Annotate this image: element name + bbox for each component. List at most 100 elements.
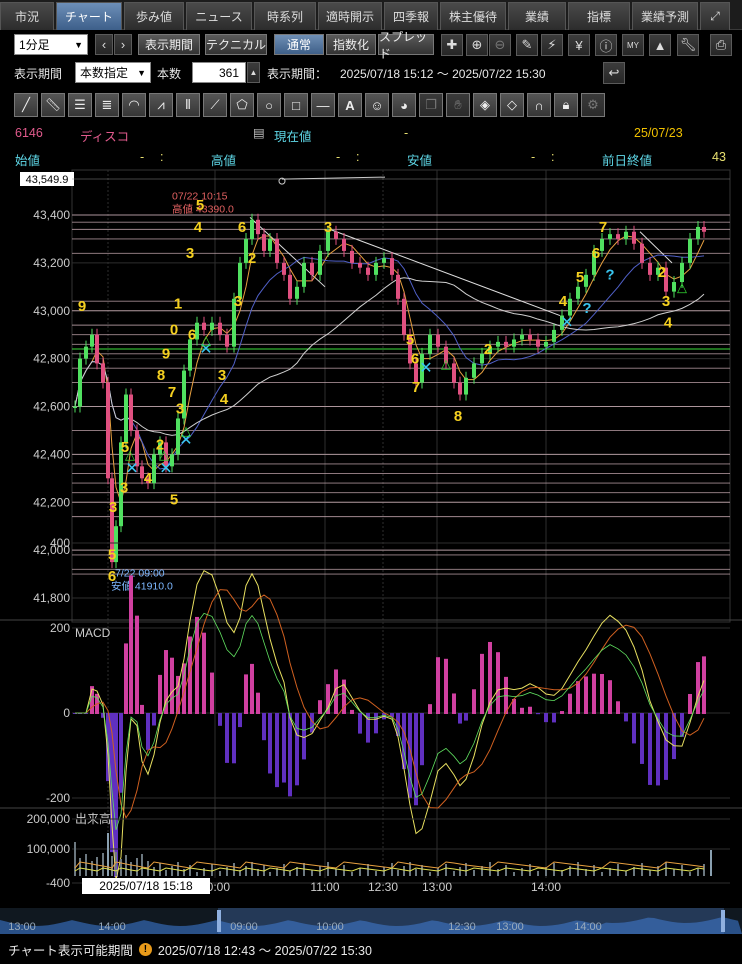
navigator-time-label: 10:00: [316, 921, 344, 933]
tab-8[interactable]: 業績: [508, 2, 566, 30]
count-input[interactable]: 361: [192, 62, 246, 83]
candle-body: [256, 219, 260, 235]
signal-chart-icon[interactable]: ⚡: [541, 34, 563, 56]
candle-body: [616, 234, 620, 239]
spread-button[interactable]: スプレッド: [378, 30, 434, 61]
macd-bar: [632, 713, 636, 744]
fan-tool-icon[interactable]: ⩘: [149, 93, 173, 117]
copy-icon[interactable]: ❐: [419, 93, 443, 117]
fibonacci-arc-icon[interactable]: ◠: [122, 93, 146, 117]
reset-icon[interactable]: ↩: [603, 62, 625, 84]
tab-4[interactable]: 時系列: [254, 2, 316, 30]
document-icon[interactable]: ▤: [253, 126, 265, 140]
interval-value: 1分足: [19, 38, 50, 52]
chart-canvas[interactable]: 43,400 43,200 43,000 42,800 42,600 42,400 42,2…: [0, 168, 742, 908]
candle-body: [608, 234, 612, 239]
eraser-all-icon[interactable]: ◇: [500, 93, 524, 117]
text-tool-icon[interactable]: A: [338, 93, 362, 117]
cursor-time-box: [82, 878, 210, 894]
yen-icon[interactable]: ¥: [568, 34, 590, 56]
info-icon[interactable]: ⓘ: [595, 34, 617, 56]
candle-body: [135, 430, 139, 467]
circle-icon[interactable]: ○: [257, 93, 281, 117]
navigator-canvas[interactable]: 13:00 14:00 09:00 10:00 12:30 13:00 14:00: [0, 908, 742, 934]
count-label: 3: [109, 499, 117, 516]
high-label: 高値: [211, 154, 237, 168]
count-label: 6: [238, 219, 246, 236]
candle-body: [496, 341, 500, 347]
macd-bar: [90, 686, 94, 714]
technical-button[interactable]: テクニカル: [205, 34, 267, 55]
zoom-out-icon[interactable]: ⊖: [489, 34, 511, 56]
tab-7[interactable]: 株主優待: [440, 2, 506, 30]
eraser-icon[interactable]: ◈: [473, 93, 497, 117]
print-icon[interactable]: ⎙: [710, 34, 732, 56]
index-button[interactable]: 指数化: [326, 34, 376, 55]
my-chart-icon[interactable]: MY: [622, 34, 644, 56]
tab-6[interactable]: 四季報: [384, 2, 438, 30]
period-mode-value: 本数指定: [80, 66, 129, 80]
zoom-in-icon[interactable]: ⊕: [466, 34, 488, 56]
chart-area[interactable]: 43,400 43,200 43,000 42,800 42,600 42,400 42,2…: [0, 168, 742, 908]
period-button[interactable]: 表示期間: [138, 34, 200, 55]
macd-bar: [568, 693, 572, 714]
lock-icon[interactable]: 🔒︎: [554, 93, 578, 117]
triangle-marker: △: [201, 333, 211, 348]
tab-10[interactable]: 業績予測: [632, 2, 698, 30]
low-value: -: [531, 150, 536, 164]
question-marker: ?: [605, 267, 614, 284]
price-tick-label: 42,200: [33, 495, 70, 509]
color-picker-icon[interactable]: ◕: [392, 93, 416, 117]
trend-anchor: [278, 177, 286, 185]
macd-bar: [402, 713, 406, 770]
high-annotation-label: 高値 43390.0: [172, 202, 234, 215]
line-tool-icon[interactable]: ╱: [14, 93, 38, 117]
macd-bar: [600, 673, 604, 714]
pencil-icon[interactable]: ✎: [516, 34, 538, 56]
toolbar-main: 1分足 ▼ ‹ › 表示期間 テクニカル 通常 指数化 スプレッド ✚ ⊕ ⊖ ✎…: [0, 30, 742, 61]
count-label: 0: [170, 322, 178, 339]
crosshair-icon[interactable]: ✚: [441, 34, 463, 56]
rectangle-icon[interactable]: □: [284, 93, 308, 117]
icon-stamp-icon[interactable]: ☺: [365, 93, 389, 117]
tab-0[interactable]: 市況: [0, 2, 54, 30]
hand-icon[interactable]: ✋︎: [446, 93, 470, 117]
vertical-lines-icon[interactable]: ⦀: [176, 93, 200, 117]
candle-body: [452, 363, 456, 383]
area-chart-icon[interactable]: ▲: [649, 34, 671, 56]
count-stepper[interactable]: ▲: [247, 62, 260, 83]
candle-body: [576, 286, 580, 299]
normal-button[interactable]: 通常: [274, 34, 324, 55]
time-navigator[interactable]: 13:00 14:00 09:00 10:00 12:30 13:00 14:00: [0, 908, 742, 934]
macd-tick-label: 0: [63, 706, 70, 720]
interval-select[interactable]: 1分足 ▼: [14, 34, 88, 55]
macd-tick-label: -200: [46, 791, 70, 805]
wrench-icon[interactable]: 🔧︎: [677, 34, 699, 56]
tab-1[interactable]: チャート: [56, 2, 122, 30]
candle-body: [110, 478, 114, 563]
ruler-tool-icon[interactable]: 📏︎: [41, 93, 65, 117]
expand-icon[interactable]: ⤢: [700, 2, 730, 30]
horizontal-lines-icon[interactable]: ≣: [95, 93, 119, 117]
prev-button[interactable]: ‹: [95, 34, 113, 55]
period-mode-select[interactable]: 本数指定 ▼: [75, 62, 151, 83]
candle-body: [342, 238, 346, 251]
gann-fan-icon[interactable]: ⟋: [203, 93, 227, 117]
pentagon-icon[interactable]: ⬠: [230, 93, 254, 117]
candle-body: [350, 250, 354, 263]
horizontal-line-icon[interactable]: —: [311, 93, 335, 117]
candle-body: [334, 231, 338, 239]
count-label: 5: [576, 269, 584, 286]
magnet-icon[interactable]: ∩: [527, 93, 551, 117]
candle-body: [218, 322, 222, 335]
settings-gear-icon[interactable]: ⚙: [581, 93, 605, 117]
tab-3[interactable]: ニュース: [186, 2, 252, 30]
candle-body: [648, 262, 652, 275]
tab-5[interactable]: 適時開示: [318, 2, 382, 30]
tab-9[interactable]: 指標: [568, 2, 630, 30]
tab-2[interactable]: 歩み値: [124, 2, 184, 30]
parallel-lines-icon[interactable]: ☰: [68, 93, 92, 117]
count-label: 2: [156, 437, 164, 454]
next-button[interactable]: ›: [114, 34, 132, 55]
candle-body: [164, 442, 168, 467]
